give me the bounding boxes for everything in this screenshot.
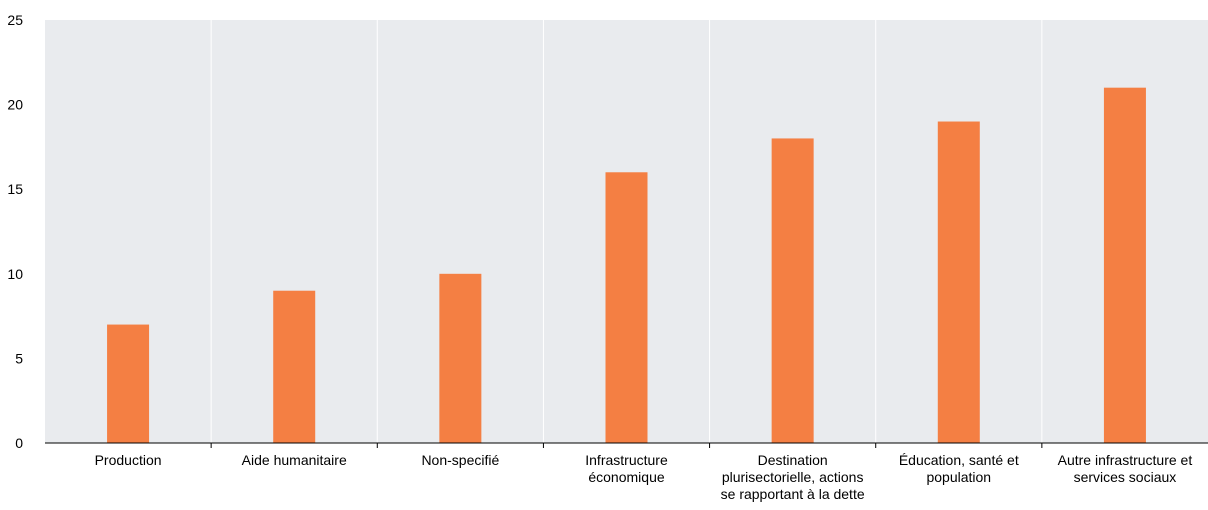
bar: [771, 138, 814, 443]
bars: [107, 87, 1146, 444]
y-tick-label: 5: [15, 350, 23, 366]
category-label: Non-specifié: [421, 452, 499, 468]
category-label: Autre infrastructure et services sociaux: [1058, 452, 1193, 485]
category-separators: [210, 20, 1043, 448]
category-label: Destination plurisectorielle, actions se r…: [721, 452, 865, 502]
y-tick-label: 15: [7, 181, 23, 197]
bar: [1103, 87, 1146, 444]
y-tick-label: 10: [7, 266, 23, 282]
category-label: Production: [95, 452, 162, 468]
category-label: Éducation, santé et population: [899, 452, 1019, 485]
y-tick-label: 25: [7, 12, 23, 28]
bar: [605, 172, 648, 443]
bar: [439, 273, 482, 443]
y-tick-label: 20: [7, 97, 23, 113]
bar: [937, 121, 980, 444]
bar: [107, 324, 150, 443]
bar: [273, 290, 316, 443]
x-axis-labels: Production Aide humanitaire Non-specifié In…: [95, 452, 1193, 502]
y-axis-ticks: 0 5 10 15 20 25: [7, 12, 23, 451]
category-label: Aide humanitaire: [242, 452, 347, 468]
category-label: Infrastructure économique: [585, 452, 668, 485]
y-tick-label: 0: [15, 435, 23, 451]
